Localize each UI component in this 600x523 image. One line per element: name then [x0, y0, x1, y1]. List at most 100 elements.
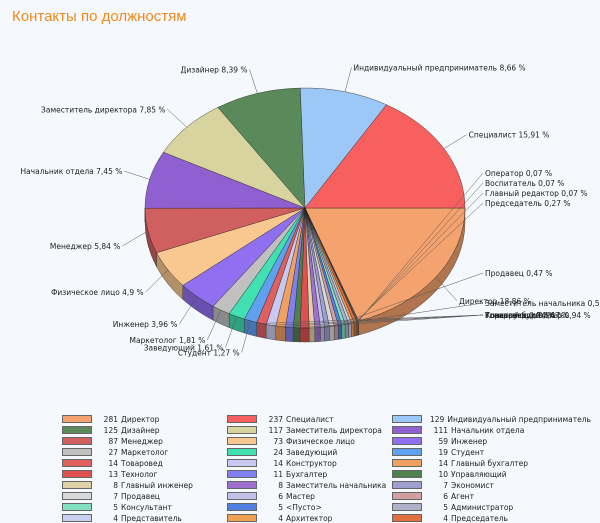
legend-label: Управляющий: [451, 470, 507, 479]
legend-count: 5: [100, 503, 118, 512]
legend-count: 14: [100, 459, 118, 468]
legend-label: Продавец: [121, 492, 160, 501]
legend-label: Консультант: [121, 503, 172, 512]
slice-12-side: [325, 327, 330, 342]
legend-swatch: [62, 426, 92, 434]
slice-21-side: [257, 322, 266, 338]
slice-20-side: [266, 324, 276, 340]
legend-label: Бухгалтер: [286, 470, 327, 479]
slice-30-leader: [250, 69, 258, 93]
legend-swatch: [392, 426, 422, 434]
slice-31-label: Индивидуальный предприниматель 8,66 %: [353, 64, 525, 73]
legend-count: 6: [430, 492, 448, 501]
slice-11-side: [329, 326, 334, 341]
slice-1-label: Оператор 0,07 %: [485, 169, 552, 178]
slice-27-leader: [122, 231, 148, 246]
legend-swatch: [392, 437, 422, 445]
legend-count: 4: [430, 514, 448, 523]
legend-count: 19: [430, 448, 448, 457]
legend-count: 87: [100, 437, 118, 446]
slice-21-label: Товаровед 0,94 %: [484, 311, 555, 320]
legend-swatch: [392, 448, 422, 456]
legend-swatch: [62, 481, 92, 489]
legend-count: 8: [100, 481, 118, 490]
slice-9-side: [338, 325, 341, 340]
slice-3-label: Главный редактор 0,07 %: [485, 189, 587, 198]
legend-count: 73: [265, 437, 283, 446]
slice-32-label: Специалист 15,91 %: [469, 131, 550, 140]
legend-label: Менеджер: [121, 437, 163, 446]
legend-count: 117: [265, 426, 283, 435]
legend-count: 129: [430, 415, 444, 424]
legend-swatch: [62, 470, 92, 478]
slice-30-label: Дизайнер 8,39 %: [180, 65, 247, 74]
legend-swatch: [227, 503, 257, 511]
legend-count: 24: [265, 448, 283, 457]
slice-8-side: [342, 324, 345, 339]
legend-count: 4: [265, 514, 283, 523]
legend-label: Технолог: [121, 470, 157, 479]
legend-count: 8: [265, 481, 283, 490]
slice-26-label: Физическое лицо 4,9 %: [51, 288, 144, 297]
legend-swatch: [227, 492, 257, 500]
slice-32-leader: [444, 135, 467, 149]
legend-label: Индивидуальный предприниматель: [447, 415, 591, 424]
slice-26-leader: [146, 270, 168, 292]
slice-14-side: [315, 327, 321, 341]
legend-label: Дизайнер: [121, 426, 159, 435]
legend-label: Главный инженер: [121, 481, 193, 490]
legend-count: 5: [265, 503, 283, 512]
legend-label: Товаровед: [121, 459, 163, 468]
slice-6-side: [349, 323, 352, 338]
legend-count: 7: [100, 492, 118, 501]
slice-2-label: Воспитатель 0,07 %: [485, 179, 564, 188]
legend-label: Конструктор: [286, 459, 337, 468]
legend-label: Экономист: [451, 481, 494, 490]
legend-swatch: [227, 481, 257, 489]
slice-10-side: [334, 325, 338, 340]
legend-count: 14: [265, 459, 283, 468]
legend-label: Физическое лицо: [286, 437, 355, 446]
legend-swatch: [227, 514, 257, 522]
legend-swatch: [227, 470, 257, 478]
legend-label: Маркетолог: [121, 448, 168, 457]
slice-15-side: [309, 328, 315, 342]
legend-label: Заведующий: [286, 448, 337, 457]
legend-swatch: [392, 481, 422, 489]
slice-18-side: [285, 327, 293, 342]
legend-count: 7: [430, 481, 448, 490]
legend-count: 111: [430, 426, 448, 435]
legend-label: Заместитель директора: [286, 426, 382, 435]
legend-swatch: [392, 514, 422, 522]
legend-label: Архитектор: [286, 514, 332, 523]
slice-11-label: Продавец 0,47 %: [485, 269, 553, 278]
slice-13-side: [320, 327, 324, 341]
legend-label: Председатель: [451, 514, 508, 523]
slice-29-label: Заместитель директора 7,85 %: [41, 105, 166, 114]
legend-count: 13: [100, 470, 118, 479]
legend-label: Студент: [451, 448, 484, 457]
legend-swatch: [62, 448, 92, 456]
legend-count: 11: [265, 470, 283, 479]
legend-label: Представитель: [121, 514, 182, 523]
slice-16-side: [300, 328, 309, 342]
legend-count: 59: [430, 437, 448, 446]
legend-count: 5: [430, 503, 448, 512]
